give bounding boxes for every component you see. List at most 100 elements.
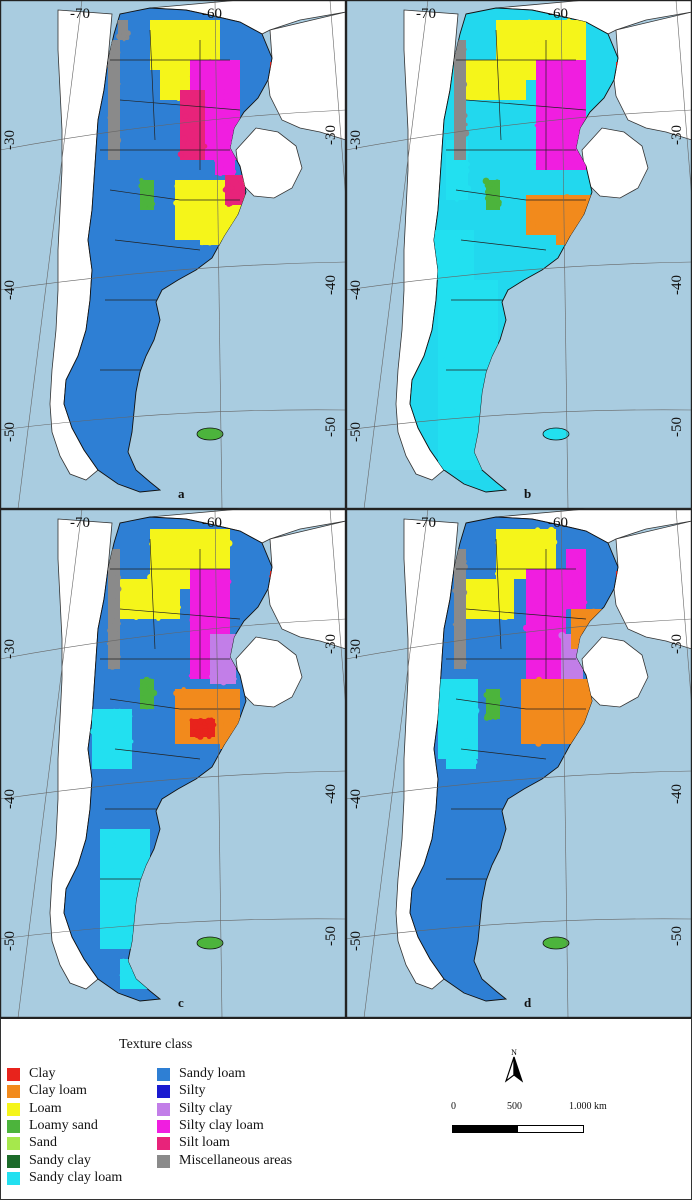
texture-speck <box>454 92 459 97</box>
texture-speck <box>182 544 186 547</box>
texture-speck <box>227 152 231 155</box>
texture-speck <box>509 583 515 588</box>
texture-speck <box>191 724 198 730</box>
texture-speck <box>554 30 559 35</box>
texture-speck <box>176 534 180 539</box>
texture-speck <box>554 231 559 236</box>
latitude-label-left: -40 <box>348 789 364 809</box>
texture-speck <box>565 62 572 69</box>
texture-speck <box>108 81 116 89</box>
texture-speck <box>227 721 234 729</box>
texture-speck <box>534 21 539 26</box>
texture-speck <box>224 187 229 192</box>
texture-speck <box>133 615 139 621</box>
texture-speck <box>584 623 587 626</box>
texture-speck <box>562 85 569 92</box>
texture-speck <box>97 750 103 756</box>
texture-speck <box>567 671 571 675</box>
texture-speck <box>445 704 451 710</box>
texture-speck <box>227 653 231 657</box>
soil-texture-map-grid: -70 -60 -30 -40 -50 -30 -40 -50 a -70 -60 -30 -40 -50… <box>0 0 692 1018</box>
texture-speck <box>485 192 492 199</box>
texture-speck <box>442 682 449 690</box>
texture-speck <box>146 185 154 193</box>
texture-speck <box>202 143 208 149</box>
texture-speck <box>184 181 190 187</box>
texture-speck <box>106 756 113 763</box>
texture-speck <box>471 242 474 245</box>
legend-label: Silty <box>179 1083 206 1099</box>
latitude-label-right: -40 <box>669 275 685 295</box>
latitude-label-left: -50 <box>348 422 364 442</box>
texture-speck <box>156 616 161 621</box>
texture-speck <box>466 589 472 595</box>
texture-speck <box>190 622 197 629</box>
texture-speck <box>473 74 479 80</box>
legend-swatch <box>7 1137 20 1151</box>
texture-speck <box>445 753 448 757</box>
texture-speck <box>212 722 217 727</box>
texture-speck <box>534 603 540 608</box>
texture-speck <box>553 148 559 154</box>
texture-speck <box>518 68 524 74</box>
legend-label: Silty clay loam <box>179 1117 264 1133</box>
texture-speck <box>123 609 127 614</box>
texture-speck <box>115 93 119 97</box>
texture-speck <box>197 132 201 136</box>
texture-speck <box>168 531 173 537</box>
falkland-islands <box>196 936 224 950</box>
texture-speck <box>461 245 467 251</box>
texture-speck <box>170 47 177 55</box>
texture-speck <box>190 51 194 56</box>
texture-speck <box>535 224 539 228</box>
texture-speck <box>184 199 191 207</box>
texture-speck <box>115 585 122 593</box>
texture-speck <box>222 651 226 655</box>
texture-speck <box>555 674 558 677</box>
texture-speck <box>178 44 184 50</box>
texture-speck <box>185 551 193 559</box>
texture-speck <box>579 548 582 552</box>
texture-speck <box>547 526 555 534</box>
texture-speck <box>220 679 227 686</box>
north-label: N <box>511 1048 517 1057</box>
texture-speck <box>182 113 189 120</box>
texture-speck <box>559 620 565 626</box>
texture-speck <box>536 41 541 46</box>
texture-speck <box>112 618 116 622</box>
texture-speck <box>109 663 116 670</box>
texture-speck <box>571 729 576 733</box>
texture-speck <box>475 345 480 349</box>
texture-speck <box>190 605 196 611</box>
latitude-label-left: -30 <box>2 130 18 150</box>
texture-speck <box>532 602 536 606</box>
texture-speck <box>483 715 490 721</box>
texture-speck <box>475 588 482 595</box>
texture-speck <box>469 711 473 715</box>
texture-speck <box>171 553 176 559</box>
panel-frame <box>0 0 346 509</box>
texture-speck <box>119 974 122 977</box>
latitude-label-right: -30 <box>323 634 339 654</box>
graticule <box>0 508 347 1018</box>
texture-speck <box>223 721 229 728</box>
texture-speck <box>198 589 202 593</box>
texture-speck <box>459 80 465 86</box>
texture-speck <box>139 591 147 599</box>
texture-speck <box>454 247 461 254</box>
texture-speck <box>226 579 232 585</box>
texture-speck <box>458 240 462 245</box>
texture-speck <box>549 136 556 143</box>
legend-swatch <box>157 1154 170 1168</box>
texture-speck <box>457 115 463 121</box>
scalebar-tick-500: 500 <box>507 1101 522 1112</box>
texture-speck <box>134 598 138 602</box>
texture-speck <box>470 744 473 747</box>
texture-speck <box>507 49 513 54</box>
latitude-label-left: -30 <box>348 639 364 659</box>
texture-speck <box>176 605 181 610</box>
texture-speck <box>576 592 583 599</box>
texture-speck <box>462 382 469 388</box>
texture-speck <box>542 133 548 139</box>
legend-swatch <box>7 1171 20 1185</box>
